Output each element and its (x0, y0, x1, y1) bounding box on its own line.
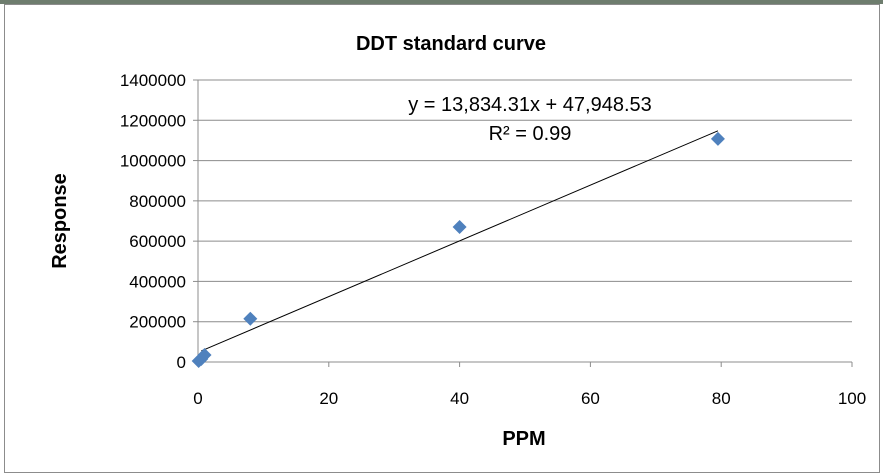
grid-lines (193, 79, 852, 363)
trendline-path (201, 130, 719, 352)
data-points (191, 131, 725, 368)
x-tick-labels: 0 20 40 60 80 100 (193, 389, 866, 408)
r-squared-label: R² = 0.99 (489, 123, 572, 145)
y-tick-label: 800000 (129, 192, 186, 211)
chart-title: DDT standard curve (356, 33, 546, 55)
y-tick-label: 200000 (129, 313, 186, 332)
top-border-strip (0, 0, 883, 4)
x-axis-label: PPM (502, 428, 545, 450)
x-tick-label: 40 (450, 389, 469, 408)
y-tick-label: 0 (177, 353, 186, 372)
y-tick-label: 1400000 (120, 71, 186, 90)
y-tick-label: 1200000 (120, 111, 186, 130)
x-tick-label: 100 (838, 389, 866, 408)
y-tick-label: 1000000 (120, 152, 186, 171)
data-point (197, 347, 212, 362)
data-point (243, 311, 258, 326)
y-tick-labels: 0 200000 400000 600000 800000 1000000 1200000 1… (120, 71, 186, 372)
x-tick-label: 0 (193, 389, 202, 408)
data-point (452, 220, 467, 235)
chart-frame (4, 4, 880, 473)
data-point (710, 131, 725, 146)
trendline (201, 130, 719, 352)
x-tick-label: 80 (712, 389, 731, 408)
trendline-equation: y = 13,834.31x + 47,948.53 (408, 94, 652, 116)
y-axis-label: Response (49, 173, 71, 269)
x-tick-label: 20 (319, 389, 338, 408)
x-tick-label: 60 (581, 389, 600, 408)
y-tick-label: 600000 (129, 232, 186, 251)
y-tick-label: 400000 (129, 272, 186, 291)
